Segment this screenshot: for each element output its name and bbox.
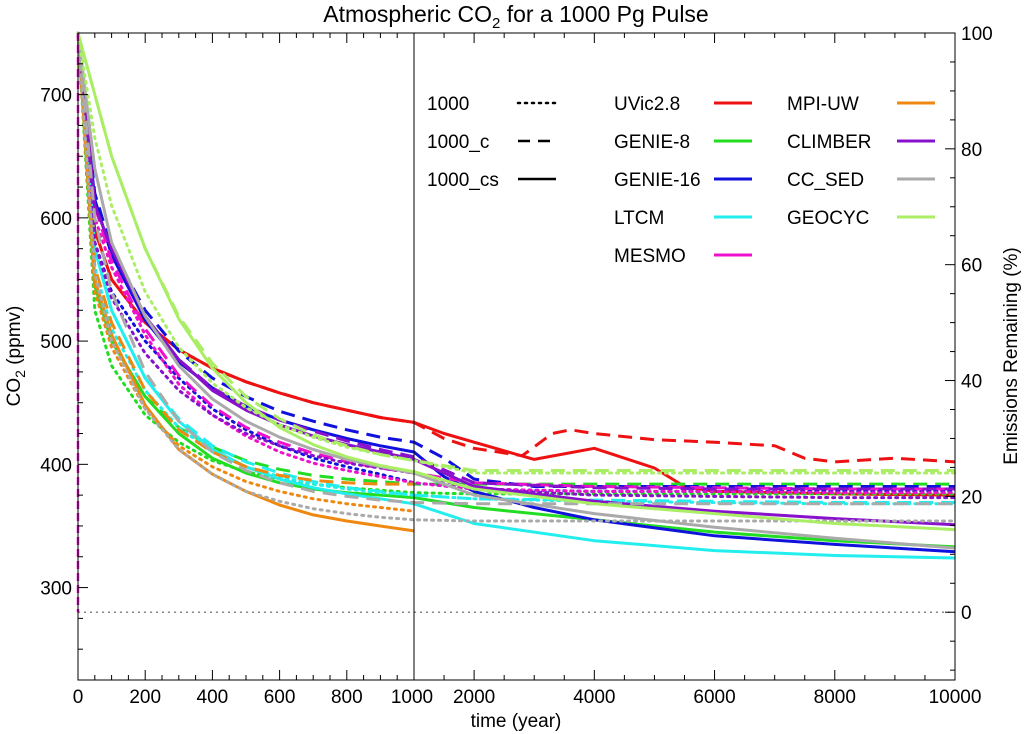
legend-model-label: GENIE-8	[614, 132, 690, 153]
x-tick-label: 10000	[929, 687, 982, 708]
series-line-mesmo-1000	[76, 31, 957, 495]
y-tick-label: 700	[40, 86, 72, 107]
y2-tick-label: 0	[961, 603, 972, 624]
series-line-cc-sed-1000-cs	[76, 32, 956, 550]
legend: 1000 1000_c 1000_cs UVic2.8 GENIE-8 GENIE-16 L…	[427, 94, 935, 267]
y2-tick-label: 40	[961, 372, 982, 393]
legend-model-label: GEOCYC	[787, 208, 869, 229]
series-line-geocyc-1000	[76, 31, 957, 475]
series-line-genie-16-1000-c	[76, 32, 955, 488]
series-line-cc-sed-1000	[76, 31, 957, 523]
series-line-mesmo-1000-c	[76, 32, 955, 491]
plot-area	[76, 31, 957, 613]
x-tick-label: 0	[73, 687, 84, 708]
series-line-uvic2-8-1000-c	[76, 32, 956, 464]
y-tick-label: 300	[40, 579, 72, 600]
chart-title: Atmospheric CO2 for a 1000 Pg Pulse	[323, 1, 708, 32]
series-line-mpi-uw-1000-c	[76, 32, 414, 486]
series-line-mpi-uw-1000	[76, 31, 416, 513]
y2-axis-label: Emissions Remaining (%)	[1001, 247, 1022, 465]
axes: 0 200 400 600 800 1000 2000 4000 6000 8000 1000030…	[40, 24, 992, 708]
legend-model-label: MESMO	[614, 246, 686, 267]
x-axis-label: time (year)	[471, 711, 562, 732]
y2-tick-label: 60	[961, 256, 982, 277]
legend-style-label: 1000_cs	[427, 170, 499, 191]
y2-tick-label: 100	[961, 24, 993, 45]
x-tick-label: 800	[331, 687, 363, 708]
legend-model-label: CLIMBER	[787, 132, 871, 153]
legend-model-label: GENIE-16	[614, 170, 701, 191]
legend-style-label: 1000_c	[427, 132, 489, 153]
x-tick-label: 600	[264, 687, 296, 708]
series-line-ltcm-1000-cs	[76, 32, 956, 560]
x-tick-label: 2000	[453, 687, 495, 708]
series-line-geocyc-1000-cs	[76, 32, 956, 532]
x-tick-label: 1000	[391, 687, 433, 708]
x-tick-label: 400	[197, 687, 229, 708]
y-tick-label: 500	[40, 332, 72, 353]
y-tick-label: 400	[40, 455, 72, 476]
x-tick-label: 4000	[573, 687, 615, 708]
legend-model-label: UVic2.8	[614, 94, 680, 115]
x-tick-label: 6000	[693, 687, 735, 708]
series-line-cc-sed-1000-c	[76, 32, 955, 506]
plot-frame	[77, 32, 956, 681]
y2-tick-label: 80	[961, 140, 982, 161]
legend-model-label: CC_SED	[787, 170, 864, 191]
legend-style-label: 1000	[427, 94, 469, 115]
y-axis-label: CO2 (ppmv)	[4, 306, 28, 407]
y2-tick-label: 20	[961, 487, 982, 508]
series-line-climber-1000	[76, 31, 957, 500]
legend-model-label: LTCM	[614, 208, 664, 229]
y-tick-label: 600	[40, 209, 72, 230]
series-line-geocyc-1000-c	[76, 32, 955, 472]
x-tick-label: 8000	[814, 687, 856, 708]
x-tick-label: 200	[129, 687, 161, 708]
legend-model-label: MPI-UW	[787, 94, 859, 115]
